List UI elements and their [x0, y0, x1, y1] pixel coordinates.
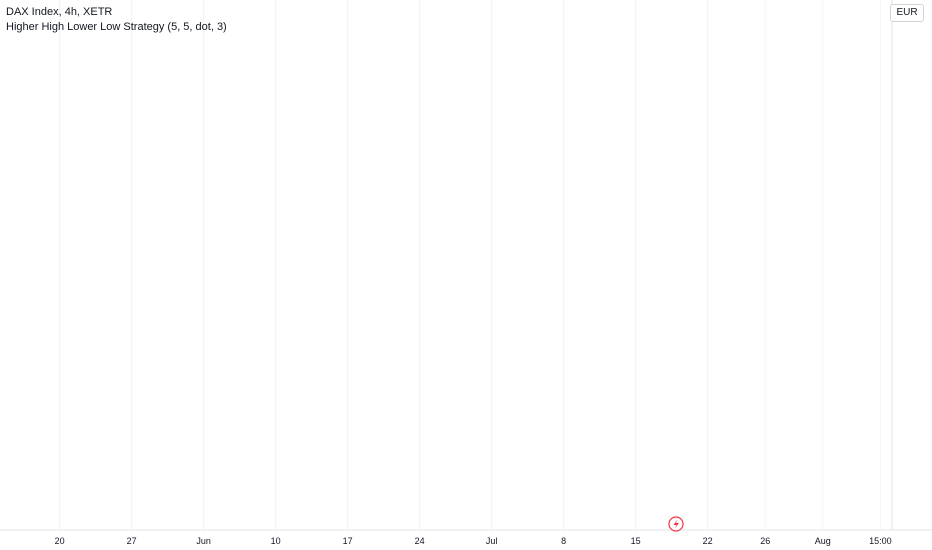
time-tick-label: 8 [561, 536, 566, 546]
time-tick-label: 15:00 [869, 536, 892, 546]
time-tick-label: Aug [815, 536, 831, 546]
time-tick-label: 27 [127, 536, 137, 546]
time-tick-label: Jun [196, 536, 211, 546]
symbol-title[interactable]: DAX Index, 4h, XETR [6, 6, 113, 18]
time-tick-label: 15 [631, 536, 641, 546]
chart-legend: DAX Index, 4h, XETR Higher High Lower Lo… [6, 5, 227, 35]
time-tick-label: Jul [486, 536, 498, 546]
time-tick-label: 10 [271, 536, 281, 546]
time-axis[interactable]: 20 27 Jun 10 17 24 Jul 8 15 22 26 Aug 15:00 [55, 536, 892, 546]
time-tick-label: 17 [343, 536, 353, 546]
currency-selector[interactable]: EUR [890, 4, 924, 22]
indicator-title[interactable]: Higher High Lower Low Strategy (5, 5, do… [6, 21, 227, 33]
time-tick-label: 22 [703, 536, 713, 546]
replay-icon[interactable] [668, 516, 684, 532]
time-tick-label: 20 [55, 536, 65, 546]
grid-lines [59, 0, 881, 530]
time-tick-label: 26 [760, 536, 770, 546]
time-tick-label: 24 [415, 536, 425, 546]
